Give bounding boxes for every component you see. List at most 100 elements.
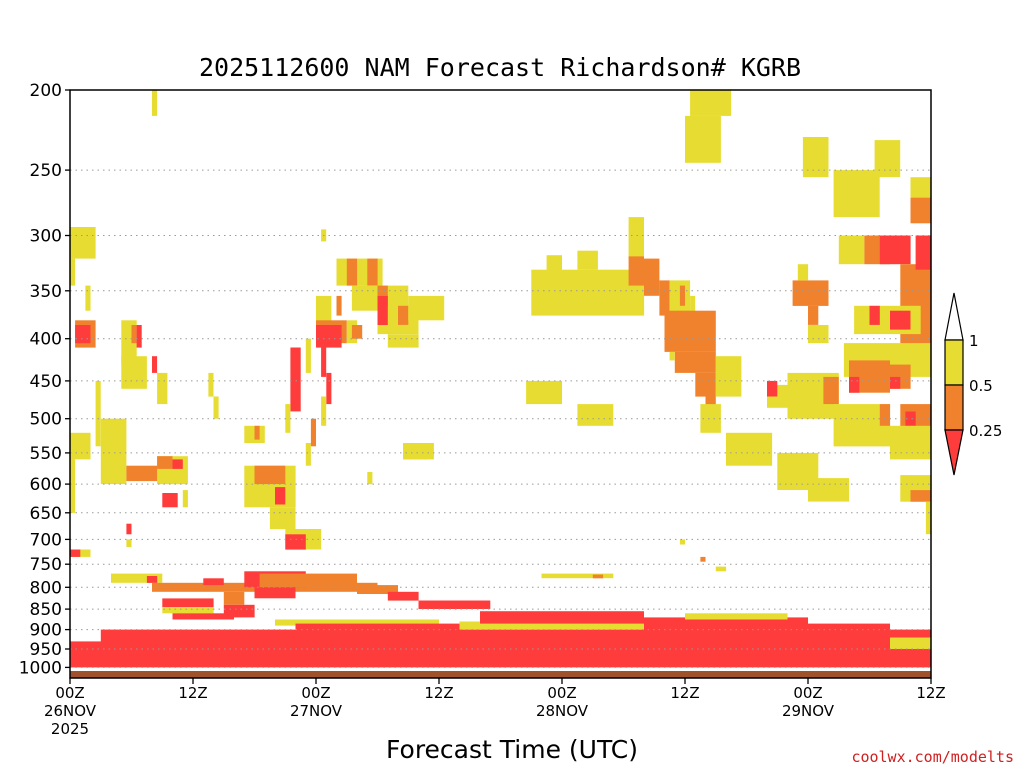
y-tick-label: 400: [30, 330, 62, 350]
heatmap-cell: [254, 465, 286, 485]
x-tick-label: 12Z: [178, 684, 207, 702]
legend-label: 1: [969, 332, 979, 350]
heatmap-cell: [269, 507, 296, 529]
heatmap-cell: [126, 539, 132, 547]
x-tick-label: 00Z: [55, 684, 84, 702]
heatmap-cell: [157, 456, 173, 469]
heatmap-cell: [377, 285, 388, 306]
heatmap-cell: [685, 115, 721, 163]
heatmap-cell: [310, 418, 316, 447]
heatmap-cell: [305, 338, 311, 373]
heatmap-cell: [808, 305, 819, 325]
x-tick-label: 00Z: [547, 684, 576, 702]
surface-ground: [70, 671, 931, 678]
heatmap-cell: [628, 217, 644, 259]
plot-area: [70, 90, 932, 678]
heatmap-cell: [577, 404, 614, 426]
heatmap-cell: [925, 501, 931, 535]
heatmap-cell: [367, 472, 373, 485]
heatmap-cell: [157, 372, 168, 405]
y-tick-label: 600: [30, 475, 62, 495]
heatmap-cell: [664, 310, 716, 352]
heatmap-cell: [357, 585, 398, 594]
heatmap-cell: [111, 573, 163, 583]
x-tick-label: 12Z: [670, 684, 699, 702]
heatmap-cell: [767, 380, 778, 397]
heatmap-cell: [321, 396, 327, 426]
heatmap-cell: [679, 539, 685, 545]
y-tick-label: 300: [30, 227, 62, 247]
heatmap-cell: [797, 264, 809, 281]
heatmap-cell: [808, 325, 829, 344]
heatmap-cell: [136, 325, 142, 348]
heatmap-cell: [874, 140, 901, 178]
heatmap-cell: [577, 250, 598, 270]
heatmap-cell: [326, 372, 332, 405]
heatmap-cell: [869, 305, 880, 325]
heatmap-cell: [685, 613, 788, 620]
heatmap-cell: [541, 573, 614, 579]
heatmap-cell: [275, 619, 439, 626]
credit-text[interactable]: coolwx.com/modelts: [851, 748, 1014, 766]
heatmap-cell: [75, 325, 91, 344]
heatmap-cell: [70, 459, 76, 513]
heatmap-cell: [254, 587, 296, 599]
heatmap-cell: [275, 487, 286, 505]
heatmap-cell: [659, 280, 670, 316]
y-tick-label: 200: [30, 81, 62, 101]
heatmap-cell: [526, 380, 562, 405]
heatmap-cell: [890, 376, 901, 389]
heatmap-cell: [854, 305, 921, 335]
y-tick-label: 900: [30, 621, 62, 641]
heatmap-cell: [100, 629, 932, 644]
legend-swatch-mid: [944, 384, 964, 431]
heatmap-cell: [838, 235, 865, 265]
heatmap-cell: [674, 351, 716, 373]
heatmap-cell: [910, 490, 931, 502]
heatmap-cell: [695, 372, 716, 397]
heatmap-cell: [787, 623, 890, 636]
heatmap-cell: [316, 325, 342, 348]
y-tick-label: 750: [30, 555, 62, 575]
y-tick-label: 650: [30, 504, 62, 524]
heatmap-cell: [802, 137, 829, 178]
heatmap-cell: [290, 347, 301, 412]
heatmap-cell: [70, 549, 81, 557]
x-axis-label: Forecast Time (UTC): [386, 735, 638, 764]
chart-title: 2025112600 NAM Forecast Richardson# KGRB: [199, 53, 801, 82]
x-tick-label: 12Z: [916, 684, 945, 702]
heatmap-cell: [100, 418, 127, 485]
heatmap-cell: [131, 325, 137, 344]
heatmap-cell: [336, 295, 342, 316]
y-axis: 200 250 300 350 400 450 500 550 600 650 700 750 8008…: [19, 81, 70, 678]
heatmap-cell: [890, 425, 931, 460]
heatmap-cell: [715, 566, 727, 572]
heatmap-cell: [849, 376, 860, 393]
heatmap-cell: [70, 432, 91, 460]
heatmap-cell: [85, 285, 91, 311]
heatmap-cell: [644, 617, 808, 632]
y-tick-label: 550: [30, 444, 62, 464]
x-tick-label: 00Z: [793, 684, 822, 702]
heatmap-cell: [459, 621, 685, 630]
grid-lines: [70, 89, 931, 668]
heatmap-cell: [172, 459, 183, 469]
x-tick-label: 27NOV: [290, 702, 343, 720]
heatmap-cell: [162, 493, 178, 508]
x-tick-label: 26NOV: [44, 702, 97, 720]
legend-swatch-high: [944, 339, 964, 386]
heatmap-cell: [531, 269, 645, 316]
heatmap-cell: [915, 235, 931, 270]
x-tick-label: 00Z: [301, 684, 330, 702]
y-tick-label: 850: [30, 600, 62, 620]
heatmap-cell: [726, 432, 773, 466]
legend-bottom-arrow: [944, 429, 964, 476]
heatmap-cell: [890, 637, 931, 649]
legend-label: 0.25: [969, 422, 1002, 440]
y-tick-label: 800: [30, 578, 62, 598]
heatmap-cell: [172, 613, 234, 620]
heatmap-cell: [833, 170, 880, 218]
heatmap-cell: [285, 404, 291, 433]
y-tick-label: 250: [30, 161, 62, 181]
